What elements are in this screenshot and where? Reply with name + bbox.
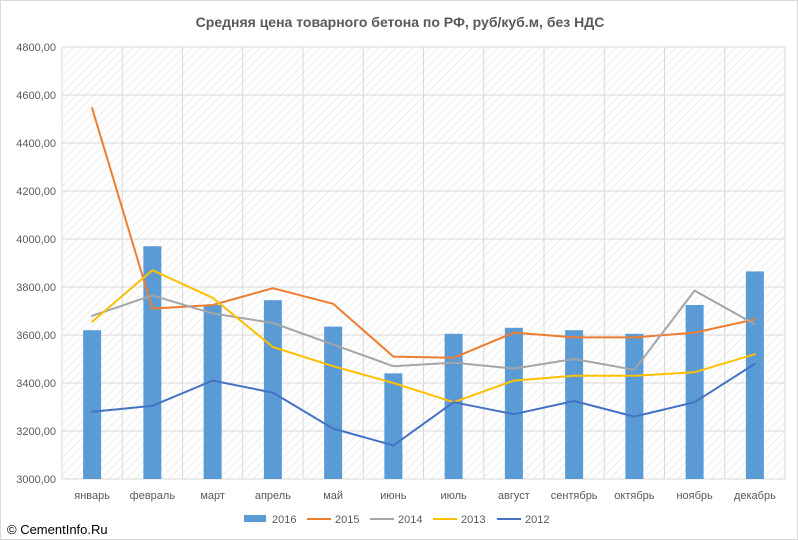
y-tick-label: 4800,00 <box>16 42 56 54</box>
x-tick-label-январь: январь <box>74 490 110 502</box>
bar-2016-сентябрь <box>565 330 584 479</box>
bar-2016-декабрь <box>745 271 764 479</box>
legend-label-2014: 2014 <box>398 514 422 526</box>
bar-2016-август <box>504 327 523 479</box>
y-tick-label: 4000,00 <box>16 234 56 246</box>
gridlines <box>61 46 786 480</box>
bar-2016-январь <box>83 330 102 479</box>
y-tick-label: 4600,00 <box>16 90 56 102</box>
bar-2016-июнь <box>384 373 403 479</box>
x-tick-label-сентябрь: сентябрь <box>551 490 598 502</box>
bars-2016 <box>83 246 764 479</box>
x-tick-label-июнь: июнь <box>380 490 406 502</box>
x-tick-label-февраль: февраль <box>130 490 176 502</box>
x-tick-label-март: март <box>200 490 225 502</box>
chart-title: Средняя цена товарного бетона по РФ, руб… <box>196 14 605 30</box>
line-series-2013 <box>91 269 756 404</box>
x-tick-label-октябрь: октябрь <box>614 490 654 502</box>
y-tick-label: 3000,00 <box>16 474 56 486</box>
x-tick-label-ноябрь: ноябрь <box>676 490 713 502</box>
legend-label-2016: 2016 <box>272 514 296 526</box>
line-series-2015 <box>91 107 756 359</box>
x-tick-label-декабрь: декабрь <box>734 490 776 502</box>
x-tick-label-июль: июль <box>440 490 467 502</box>
line-series <box>91 107 756 447</box>
x-tick-label-май: май <box>323 490 343 502</box>
bar-2016-июль <box>444 333 463 479</box>
line-series-2014 <box>91 289 756 371</box>
legend-label-2012: 2012 <box>525 514 549 526</box>
y-tick-label: 3800,00 <box>16 282 56 294</box>
bar-2016-февраль <box>143 246 162 479</box>
x-tick-label-апрель: апрель <box>255 490 291 502</box>
y-tick-label: 3200,00 <box>16 426 56 438</box>
legend-label-2013: 2013 <box>461 514 485 526</box>
y-axis-ticks: 3000,00 3200,00 3400,00 3600,00 3800,00 4000,… <box>16 42 56 486</box>
y-tick-label: 3600,00 <box>16 330 56 342</box>
y-tick-label: 4200,00 <box>16 186 56 198</box>
x-axis-ticks: январь февраль март апрель май июнь июль август… <box>74 490 776 502</box>
legend-swatch-2016 <box>244 515 266 522</box>
bar-2016-май <box>324 326 343 479</box>
legend-label-2015: 2015 <box>335 514 359 526</box>
legend: 2016 2015 2014 2013 2012 <box>244 514 549 526</box>
line-series-2012 <box>91 362 756 447</box>
y-tick-label: 4400,00 <box>16 138 56 150</box>
bar-2016-март <box>203 305 222 479</box>
copyright-text: © CementInfo.Ru <box>7 522 108 537</box>
x-tick-label-август: август <box>498 490 530 502</box>
bar-2016-ноябрь <box>685 305 704 479</box>
y-tick-label: 3400,00 <box>16 378 56 390</box>
bar-2016-октябрь <box>625 333 644 479</box>
bar-2016-апрель <box>263 300 282 479</box>
